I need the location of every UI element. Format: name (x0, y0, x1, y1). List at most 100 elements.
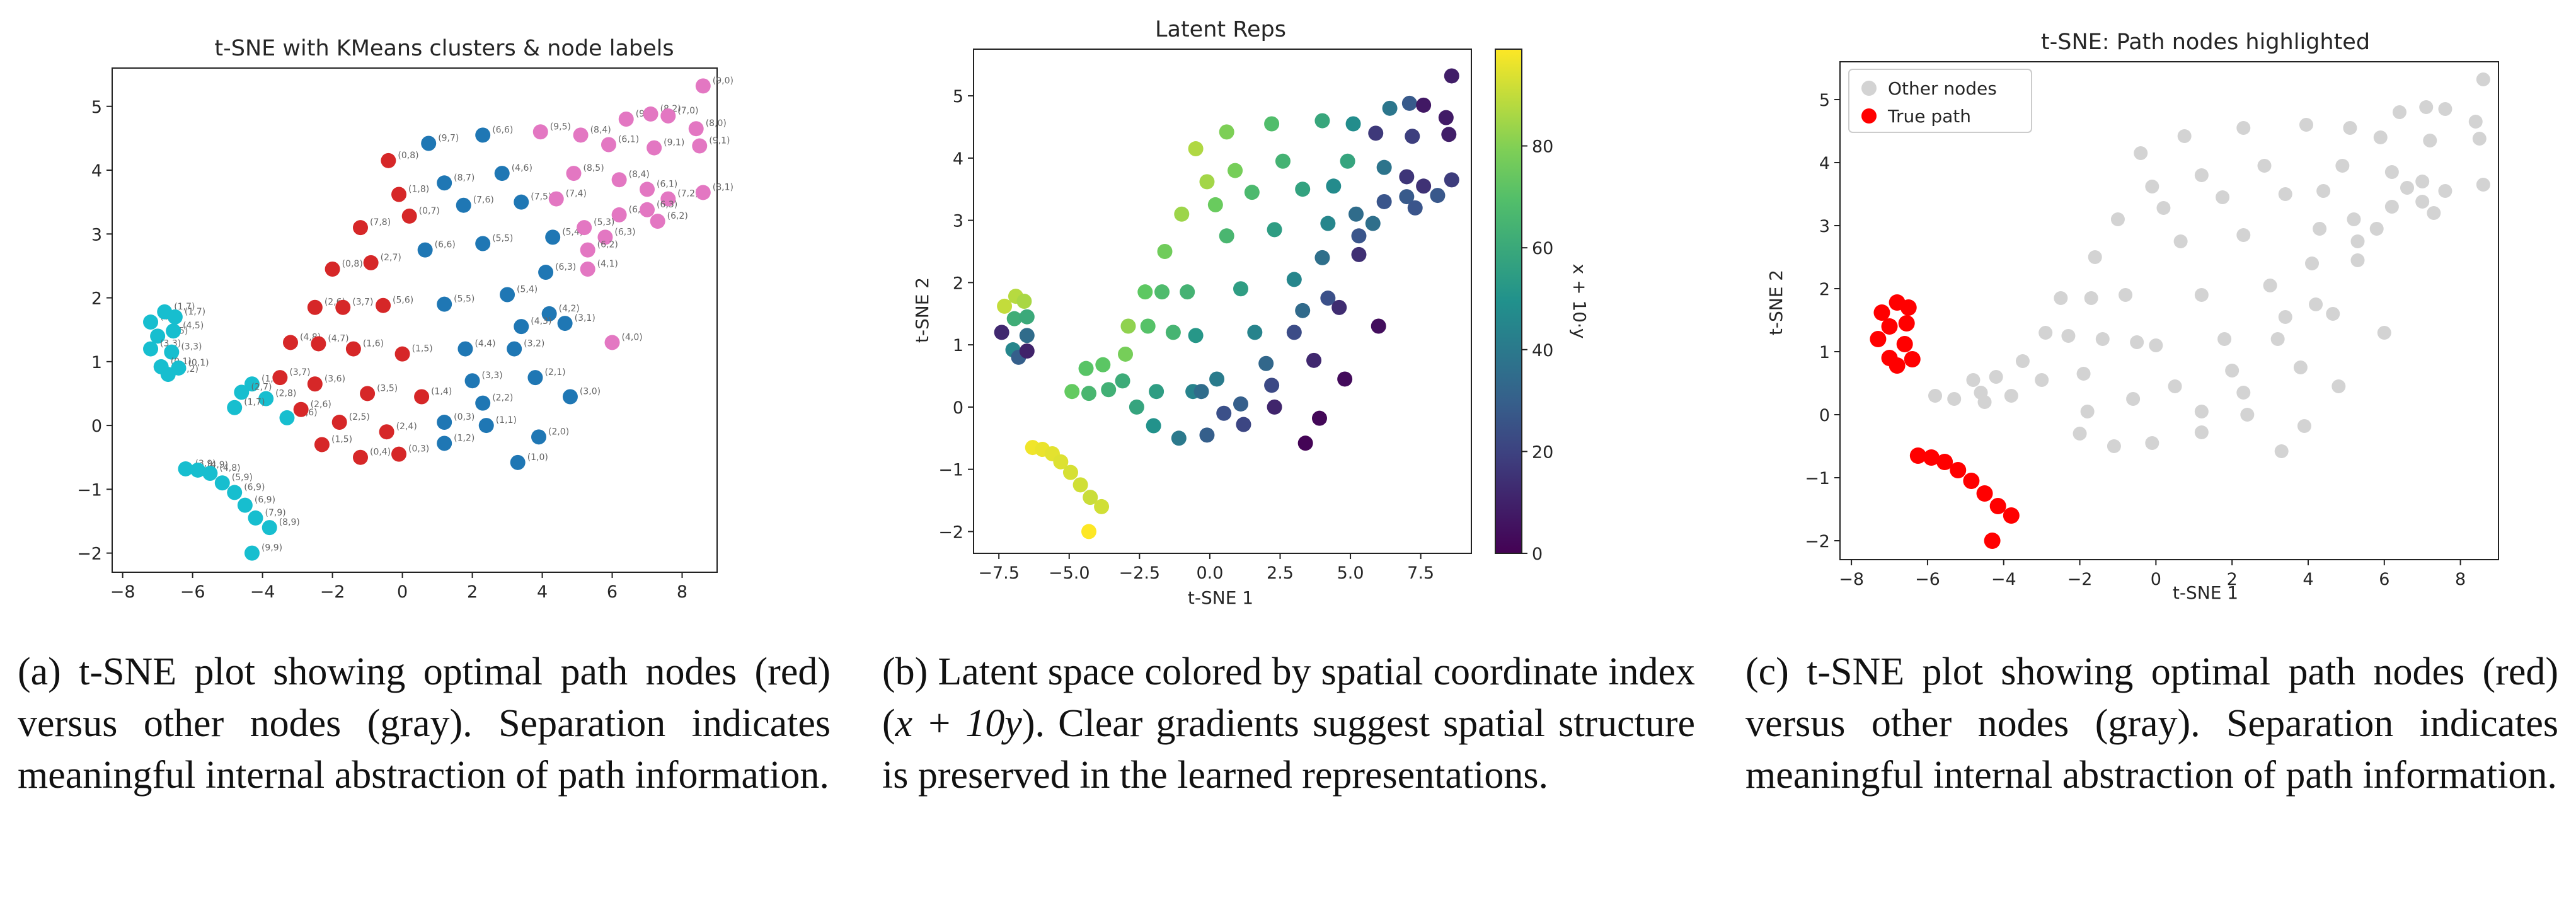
chart-c-point-other-node (2377, 326, 2391, 340)
chart-a-point-blue (507, 341, 522, 357)
chart-a-point-red (391, 446, 407, 462)
chart-a-point-blue (545, 229, 561, 245)
chart-a-point-blue (541, 306, 557, 321)
chart-a-point-cyan (143, 341, 159, 357)
chart-c-legend: Other nodes True path (1848, 69, 2032, 133)
chart-a-point-cyan (171, 360, 187, 376)
chart-b-point (1019, 343, 1035, 359)
chart-a-point-pink (604, 335, 620, 350)
chart-c-point-other-node (2194, 288, 2209, 302)
chart-c-point-other-node (2194, 405, 2209, 418)
chart-a-xtick-label: −6 (180, 582, 205, 602)
chart-a-point-blue (437, 415, 452, 430)
chart-b-point (1376, 159, 1392, 175)
chart-c-point-other-node (2343, 121, 2357, 135)
chart-b-point (1094, 499, 1110, 514)
chart-a-point-blue (514, 194, 529, 210)
chart-a-point-red (272, 370, 288, 386)
chart-a-point-blue (562, 389, 578, 405)
chart-c-ytick-label: 3 (1819, 217, 1830, 236)
chart-c-axes-frame (1839, 61, 2499, 560)
chart-b-point (1233, 396, 1249, 412)
chart-a-node-label: (3,2) (524, 339, 544, 349)
chart-b-point (1438, 110, 1454, 125)
chart-a-node-label: (9,7) (438, 133, 459, 143)
chart-a-node-label: (7,9) (265, 508, 286, 518)
chart-a-node-label: (0,3) (454, 412, 474, 422)
chart-c-point-other-node (2145, 436, 2159, 450)
chart-a-point-pink (660, 191, 676, 207)
chart-c-point-other-node (2194, 425, 2209, 439)
chart-a-point-cyan (143, 314, 159, 330)
chart-a-point-red (331, 415, 347, 430)
chart-c-point-true-path (1963, 473, 1980, 489)
chart-c-point-true-path (1904, 351, 1921, 367)
chart-a-node-label: (7,0) (677, 106, 698, 116)
chart-c-legend-label: Other nodes (1888, 78, 1997, 99)
chart-a-node-label: (6,6) (492, 125, 513, 135)
chart-c-point-other-node (2373, 130, 2388, 144)
chart-c-point-true-path (1950, 462, 1967, 478)
chart-b-xtick-label: 2.5 (1267, 563, 1294, 583)
chart-b-ytick-label: 4 (953, 149, 963, 169)
chart-b-point (1365, 216, 1381, 231)
chart-a-node-label: (7,5) (531, 192, 551, 202)
chart-c-point-other-node (2088, 250, 2102, 264)
chart-c-legend-box (1848, 69, 2032, 133)
chart-b-point (1258, 355, 1274, 371)
chart-a-point-cyan (234, 384, 250, 400)
chart-c-point-other-node (2270, 332, 2285, 346)
chart-b-point (1207, 197, 1223, 212)
chart-a-node-label: (3,5) (377, 383, 398, 393)
chart-b-ytick-label: −2 (938, 522, 963, 542)
chart-b-point (1286, 325, 1302, 340)
chart-b-point (1006, 311, 1022, 326)
chart-c-point-true-path (1900, 299, 1917, 316)
chart-a-node-label: (3,3) (482, 371, 503, 381)
chart-b-point (1275, 153, 1291, 169)
chart-b-point (1019, 309, 1035, 325)
chart-b-xtick-label: 0.0 (1196, 563, 1223, 583)
chart-a-point-red (352, 220, 368, 236)
chart-c-point-other-node (2415, 175, 2430, 188)
chart-a-node-label: (9,5) (550, 122, 571, 132)
chart-a-point-red (376, 297, 391, 313)
chart-c-xtick-label: 8 (2455, 570, 2466, 589)
chart-a-point-red (414, 389, 430, 405)
chart-b-point (1264, 378, 1280, 393)
chart-b-point (1430, 188, 1446, 204)
chart-b-point (1062, 464, 1078, 480)
chart-b-point (1129, 399, 1144, 415)
chart-a-node-label: (8,1) (713, 182, 733, 192)
chart-a-point-cyan (164, 344, 180, 360)
chart-a-node-label: (3,7) (352, 297, 373, 308)
chart-a-node-label: (0,4) (370, 447, 391, 458)
chart-b-point (1171, 430, 1187, 446)
chart-a-ytick-label: 3 (91, 225, 102, 245)
chart-a: t-SNE with KMeans clusters & node labels… (77, 36, 733, 602)
chart-a-point-blue (494, 166, 510, 182)
chart-c-point-other-node (2080, 405, 2095, 418)
chart-a-point-blue (475, 127, 491, 143)
chart-c-point-other-node (2350, 234, 2365, 248)
chart-b-point (1416, 97, 1432, 113)
chart-a-point-blue (510, 454, 526, 470)
chart-a-point-pink (580, 242, 595, 258)
chart-c-point-other-node (2335, 159, 2350, 173)
chart-c-point-other-node (2177, 129, 2192, 143)
chart-a-node-label: (9,0) (713, 76, 733, 86)
chart-a-node-label: (7,6) (473, 195, 494, 205)
chart-a-node-label: (1,7) (185, 307, 205, 317)
chart-a-point-red (311, 336, 326, 352)
chart-a-node-label: (1,8) (408, 185, 429, 195)
chart-a-node-label: (2,4) (396, 422, 417, 432)
chart-c-point-other-node (2392, 105, 2406, 119)
chart-b-point (1154, 284, 1170, 300)
chart-a-point-pink (688, 121, 704, 137)
chart-b-point (1286, 272, 1302, 287)
chart-c-point-other-node (2384, 165, 2399, 179)
chart-c-point-other-node (1947, 392, 1962, 406)
chart-a-ytick-label: 5 (91, 98, 102, 117)
chart-b-point (1405, 129, 1420, 144)
chart-a-point-blue (437, 435, 452, 451)
